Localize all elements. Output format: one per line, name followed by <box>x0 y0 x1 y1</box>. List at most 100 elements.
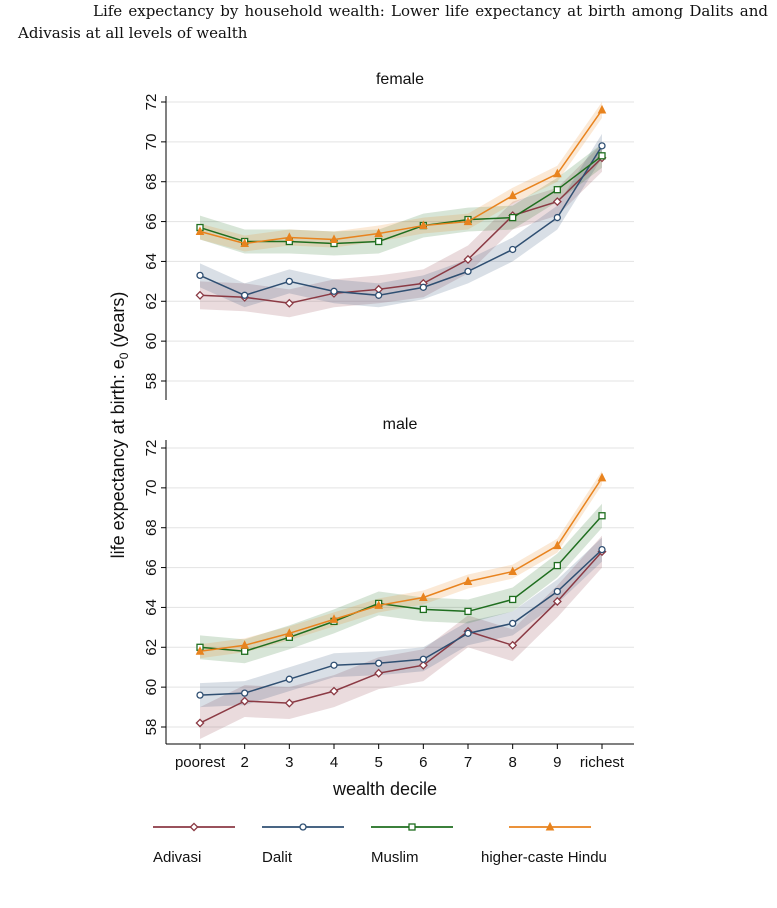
data-point <box>196 691 204 699</box>
y-tick-label: 72 <box>143 440 160 457</box>
y-tick-label: 58 <box>143 719 160 736</box>
data-point <box>552 596 562 606</box>
y-axis-title: life expectancy at birth: e0 (years) <box>108 292 131 559</box>
series-higher-caste-hindu <box>195 472 607 655</box>
series-dalit <box>196 545 606 699</box>
data-point <box>329 614 339 623</box>
data-point <box>463 254 473 264</box>
series-dalit <box>196 142 606 299</box>
data-point <box>241 647 249 655</box>
data-point <box>419 592 428 601</box>
y-tick-label: 62 <box>143 293 160 310</box>
data-point <box>285 232 294 242</box>
legend-marker <box>408 823 416 831</box>
legend-label: Adivasi <box>153 849 201 866</box>
data-point <box>419 283 427 291</box>
data-point <box>508 640 518 650</box>
data-point <box>240 640 249 649</box>
y-tick-label: 72 <box>143 94 160 111</box>
legend: Adivasi Dalit Muslim higher-caste Hindu <box>153 821 607 866</box>
data-point <box>553 561 561 570</box>
y-tick-label: 62 <box>143 639 160 656</box>
data-point <box>375 659 383 667</box>
x-tick-label: 2 <box>240 754 248 771</box>
data-point <box>598 512 606 520</box>
data-point <box>241 689 249 697</box>
y-tick-label: 70 <box>143 134 160 151</box>
data-point <box>553 540 562 550</box>
data-point <box>553 213 561 222</box>
legend-marker <box>545 821 555 831</box>
data-point <box>419 605 427 614</box>
data-point <box>195 646 205 655</box>
confidence-band <box>200 503 602 664</box>
series-higher-caste-hindu <box>195 104 607 247</box>
data-point <box>464 607 472 616</box>
data-point <box>419 220 428 230</box>
data-point <box>509 619 517 628</box>
y-tick-label: 66 <box>143 559 160 576</box>
legend-label: higher-caste Hindu <box>481 849 607 866</box>
panel-title: male <box>383 416 418 433</box>
data-point <box>240 238 249 247</box>
panel-title: female <box>376 71 424 88</box>
panel-female: 58 60 62 64 66 68 70 72 female <box>143 71 634 400</box>
series-line <box>199 549 603 696</box>
x-tick-label: poorest <box>175 754 226 771</box>
data-point <box>552 197 562 207</box>
series-line <box>199 145 603 297</box>
series-line <box>199 551 603 724</box>
data-point <box>375 237 383 246</box>
series-line <box>199 157 603 305</box>
data-point <box>508 566 517 576</box>
data-point <box>196 271 204 280</box>
legend-marker <box>299 823 307 831</box>
data-point <box>329 234 339 244</box>
data-point <box>598 545 606 554</box>
data-point <box>509 245 517 254</box>
panel-male: 58 60 62 64 66 68 70 72 male <box>143 416 634 744</box>
x-axis-title: wealth decile <box>332 779 437 799</box>
series-line <box>199 155 603 245</box>
data-point <box>285 277 293 286</box>
data-point <box>598 152 606 160</box>
confidence-band <box>200 102 602 252</box>
confidence-band <box>200 470 602 659</box>
x-tick-label: 5 <box>374 754 382 771</box>
y-tick-label: 68 <box>143 173 160 190</box>
data-point <box>418 660 428 670</box>
x-tick-label: richest <box>580 754 625 771</box>
data-point <box>553 587 561 596</box>
x-tick-label: 4 <box>330 754 338 771</box>
data-point <box>463 576 473 586</box>
y-tick-label: 64 <box>143 599 160 616</box>
confidence-band <box>200 143 602 318</box>
y-tick-label: 64 <box>143 253 160 270</box>
data-point <box>195 718 205 728</box>
chart-caption: Life expectancy by household wealth: Low… <box>18 2 768 42</box>
confidence-band <box>200 535 602 739</box>
x-tick-label: 6 <box>419 754 427 771</box>
data-point <box>509 213 517 222</box>
y-tick-label: 60 <box>143 679 160 696</box>
legend-marker <box>189 822 199 832</box>
confidence-band <box>200 133 602 308</box>
y-tick-label: 70 <box>143 480 160 497</box>
data-point <box>374 228 383 238</box>
data-point <box>374 668 384 678</box>
confidence-band <box>200 537 602 708</box>
legend-label: Muslim <box>371 849 419 866</box>
series-adivasi <box>195 547 607 728</box>
x-tick-label: 8 <box>508 754 516 771</box>
data-point <box>195 290 205 300</box>
data-point <box>241 291 249 299</box>
data-point <box>375 291 383 299</box>
x-tick-label: 9 <box>553 754 561 771</box>
series-line <box>199 515 603 653</box>
x-tick-label: 3 <box>285 754 293 771</box>
data-point <box>195 226 205 236</box>
data-point <box>330 661 338 669</box>
legend-item: Adivasi <box>153 822 235 866</box>
y-tick-label: 58 <box>143 373 160 390</box>
